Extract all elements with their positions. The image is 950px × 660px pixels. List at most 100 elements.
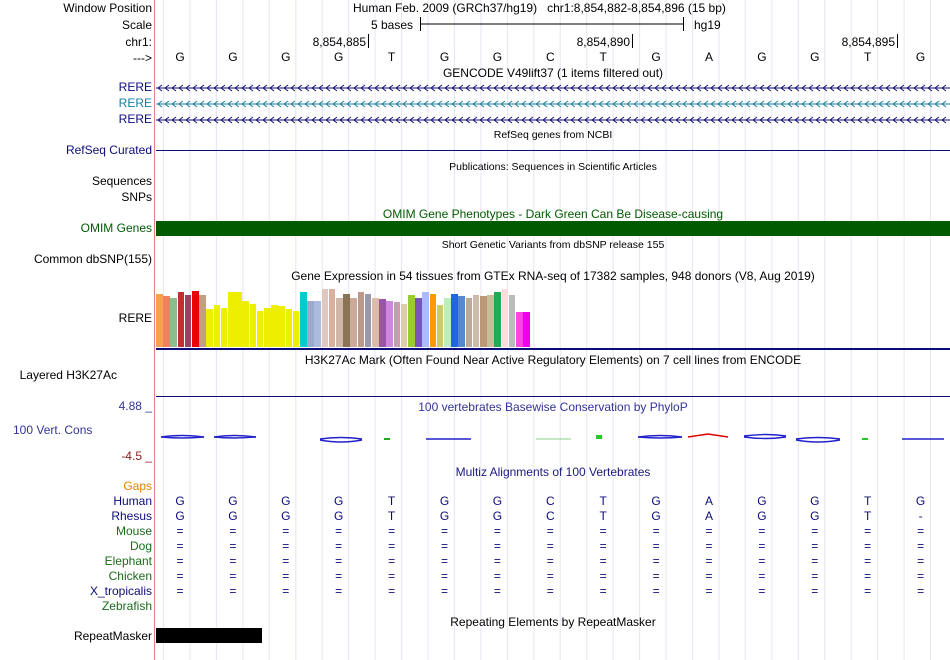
alignment-base: = (811, 539, 819, 553)
tissue-bar[interactable] (177, 291, 185, 347)
tissue-bar[interactable] (300, 291, 307, 347)
tissue-bar[interactable] (379, 299, 386, 347)
gencode-transcripts[interactable] (156, 80, 950, 128)
tissue-bar[interactable] (516, 312, 523, 347)
strand-chevron (906, 100, 912, 108)
species-label[interactable]: Elephant (104, 554, 152, 568)
tissue-bar[interactable] (314, 300, 322, 347)
tissue-bar[interactable] (472, 294, 480, 347)
strand-chevron (836, 100, 842, 108)
tissue-bar[interactable] (242, 300, 250, 347)
repeatmasker-label[interactable]: RepeatMasker (73, 629, 152, 643)
tissue-bar[interactable] (436, 305, 444, 347)
refseq-label[interactable]: RefSeq Curated (65, 143, 152, 157)
tissue-bar[interactable] (508, 294, 516, 347)
tissue-bar[interactable] (480, 295, 487, 347)
alignment-base: G (651, 494, 661, 508)
tissue-bar[interactable] (501, 289, 509, 347)
gencode-item-label[interactable]: RERE (118, 80, 152, 94)
tissue-bar[interactable] (422, 291, 430, 347)
tissue-bar[interactable] (487, 294, 494, 347)
strand-chevron (759, 116, 765, 124)
tissue-bar[interactable] (271, 305, 278, 347)
strand-chevron (178, 116, 184, 124)
tissue-bar[interactable] (307, 300, 314, 347)
tissue-bar[interactable] (264, 307, 271, 347)
tissue-bar[interactable] (429, 293, 437, 347)
strand-chevron (332, 116, 338, 124)
tissue-bar[interactable] (364, 293, 372, 347)
tissue-bar[interactable] (184, 294, 192, 347)
gtex-expression-bars[interactable] (156, 285, 556, 347)
h3k27ac-label[interactable]: Layered H3K27Ac (19, 368, 117, 382)
strand-chevron (318, 84, 324, 92)
snps-label[interactable]: SNPs (121, 190, 152, 204)
tissue-bar[interactable] (249, 303, 257, 347)
tissue-bar[interactable] (357, 291, 365, 347)
tissue-bar[interactable] (408, 294, 415, 347)
strand-chevron (346, 100, 352, 108)
tissue-bar[interactable] (523, 312, 530, 347)
gtex-label[interactable]: RERE (118, 311, 152, 325)
strand-chevron (689, 100, 695, 108)
strand-chevron (752, 100, 758, 108)
species-label[interactable]: Rhesus (111, 509, 152, 523)
tissue-bar[interactable] (415, 297, 422, 347)
tissue-bar[interactable] (170, 297, 178, 347)
omim-gene-bar[interactable] (156, 221, 950, 236)
species-label[interactable]: Zebrafish (101, 599, 152, 613)
alignment-base: G (228, 509, 238, 523)
tissue-bar[interactable] (444, 297, 451, 347)
strand-chevron (612, 116, 618, 124)
repeatmasker-element[interactable] (156, 628, 262, 643)
tissue-bar[interactable] (235, 291, 242, 347)
dbsnp-label[interactable]: Common dbSNP(155) (33, 252, 152, 266)
tissue-bar[interactable] (336, 297, 343, 347)
tissue-bar[interactable] (458, 295, 466, 347)
strand-chevron (311, 100, 317, 108)
tissue-bar[interactable] (393, 301, 401, 347)
tissue-bar[interactable] (156, 293, 163, 347)
tissue-bar[interactable] (206, 309, 214, 347)
tissue-bar[interactable] (192, 290, 199, 347)
db-text: hg19 (694, 18, 721, 32)
species-label[interactable]: X_tropicalis (89, 584, 152, 598)
gencode-item-label[interactable]: RERE (118, 112, 152, 126)
tissue-bar[interactable] (163, 295, 170, 347)
species-label[interactable]: Dog (129, 539, 152, 553)
strand-chevron (185, 100, 191, 108)
phylop-label[interactable]: 100 Vert. Cons (13, 423, 93, 437)
strand-chevron (479, 84, 485, 92)
refseq-gene-line[interactable] (156, 150, 950, 151)
species-label[interactable]: Human (113, 494, 152, 508)
tissue-bar[interactable] (199, 294, 206, 347)
tissue-bar[interactable] (213, 305, 221, 347)
base-letter: G (281, 50, 291, 64)
tissue-bar[interactable] (386, 300, 394, 347)
strand-chevron (892, 84, 898, 92)
species-label[interactable]: Chicken (108, 569, 152, 583)
tissue-bar[interactable] (228, 291, 235, 347)
gencode-item-label[interactable]: RERE (118, 96, 152, 110)
tissue-bar[interactable] (328, 289, 336, 347)
tissue-bar[interactable] (285, 309, 293, 347)
strand-chevron (360, 84, 366, 92)
strand-chevron (276, 100, 282, 108)
tissue-bar[interactable] (494, 291, 502, 347)
tissue-bar[interactable] (372, 297, 379, 347)
omim-label[interactable]: OMIM Genes (80, 221, 152, 235)
tissue-bar[interactable] (465, 297, 473, 347)
species-label[interactable]: Mouse (115, 524, 152, 538)
tissue-bar[interactable] (350, 297, 358, 347)
tissue-bar[interactable] (292, 311, 300, 347)
sequences-label[interactable]: Sequences (91, 174, 152, 188)
gaps-label[interactable]: Gaps (123, 479, 152, 493)
tissue-bar[interactable] (220, 307, 228, 347)
tissue-bar[interactable] (343, 293, 350, 347)
tissue-bar[interactable] (321, 289, 329, 347)
tissue-bar[interactable] (451, 293, 458, 347)
phylop-conservation-plot[interactable] (156, 426, 950, 448)
tissue-bar[interactable] (256, 311, 264, 347)
tissue-bar[interactable] (400, 303, 408, 347)
tissue-bar[interactable] (278, 306, 286, 347)
